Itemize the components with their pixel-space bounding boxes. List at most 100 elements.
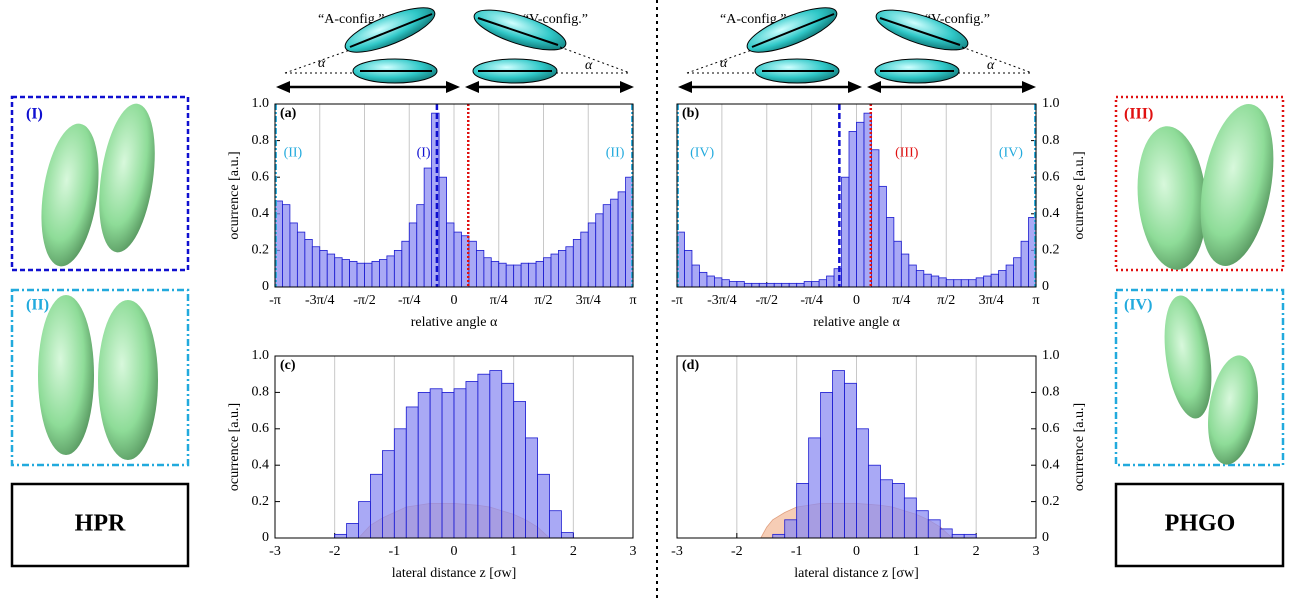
bar [908,264,917,288]
bar [453,388,467,539]
bar [535,260,544,288]
bar [490,260,500,288]
bar [520,262,529,288]
x-tick-label: -π/2 [353,293,376,308]
name-box [1114,482,1285,568]
x-tick-label: -π [671,293,683,308]
box-ii [10,288,190,467]
x-tick-label: -π/4 [398,293,421,308]
bar [856,428,869,539]
bar [483,257,492,288]
bar [423,167,433,288]
particle [473,9,567,51]
x-tick-label: -1 [388,544,400,559]
bar [610,198,619,288]
panel: -π -3π/4 -π/2 -π/4 0 π/4 π/2 3π/4 π 0 0.2 0.4 0.6 0.8… [227,96,636,330]
model-name: HPR [75,511,126,537]
frame [274,103,634,288]
y-tick-label: 0.4 [252,206,270,221]
bar [381,450,395,539]
bar [915,270,925,288]
x-tick-label: 1 [510,544,517,559]
annotation: (I) [417,146,431,161]
ellipsoid [1208,355,1258,465]
bar [513,401,527,539]
y-tick-label: 1.0 [252,348,270,363]
x-tick-label: -π/4 [800,293,823,308]
bar [543,257,552,288]
bar [561,532,574,539]
bar [951,533,965,539]
bar [699,271,708,288]
bar [781,282,790,288]
x-axis-label: lateral distance z [σw] [392,566,517,581]
bar [393,428,407,539]
x-tick-label: 0 [853,293,860,308]
y-tick-label: 0.8 [1042,385,1060,400]
bar [468,240,477,288]
bar [826,275,835,288]
y-tick-label: 0.2 [1042,494,1060,509]
bar [393,249,403,288]
bar [818,279,827,288]
config-diagram: “A-config.” “V-config.” α α [276,7,634,93]
bar [416,204,425,288]
y-axis-label: ocurrence [a.u.] [1072,403,1087,491]
x-tick-label: 3 [630,544,637,559]
bar [751,282,760,288]
bar [721,279,730,288]
x-tick-label: -2 [731,544,743,559]
model-name: PHGO [1165,511,1236,537]
annotation: (IV) [999,146,1023,161]
bar [417,391,431,539]
bar [903,497,917,539]
bar [453,231,462,288]
bar [998,270,1007,288]
bar [811,281,820,288]
bar [446,222,455,288]
bar [386,255,395,288]
bar [880,479,893,539]
bar [438,176,447,288]
ellipsoid [38,295,94,455]
bar [832,370,845,539]
ellipsoid [41,123,99,267]
angle-label: α [720,56,728,71]
bar [808,437,822,539]
x-tick-label: 0 [853,544,860,559]
x-tick-label: -3 [671,544,683,559]
box-label: (I) [26,106,43,123]
x-tick-label: π/2 [937,293,955,308]
bar [893,240,902,288]
bar [498,262,507,288]
bar [505,264,515,288]
x-tick-label: 1 [913,544,920,559]
bar [868,464,881,539]
frame [274,355,634,539]
frame [676,103,1037,288]
bar [580,231,589,288]
bar [1005,264,1014,288]
box-i [10,95,190,272]
bar [525,437,538,539]
bar [572,239,582,288]
x-tick-label: -π [269,293,281,308]
bar [968,279,977,288]
bar [341,259,350,288]
bar [871,149,880,288]
bar [558,249,567,288]
bar [953,279,962,288]
x-tick-label: 3π/4 [979,293,1004,308]
bar [706,275,715,288]
box-label: (II) [26,297,49,314]
name-box [10,482,190,568]
angle-label: α [987,58,995,73]
y-tick-label: 0.4 [252,457,270,472]
bar [429,388,443,539]
x-tick-label: 0 [451,544,458,559]
orientation [751,13,835,48]
bar [595,213,604,288]
bar [691,264,700,288]
bar [408,222,418,288]
